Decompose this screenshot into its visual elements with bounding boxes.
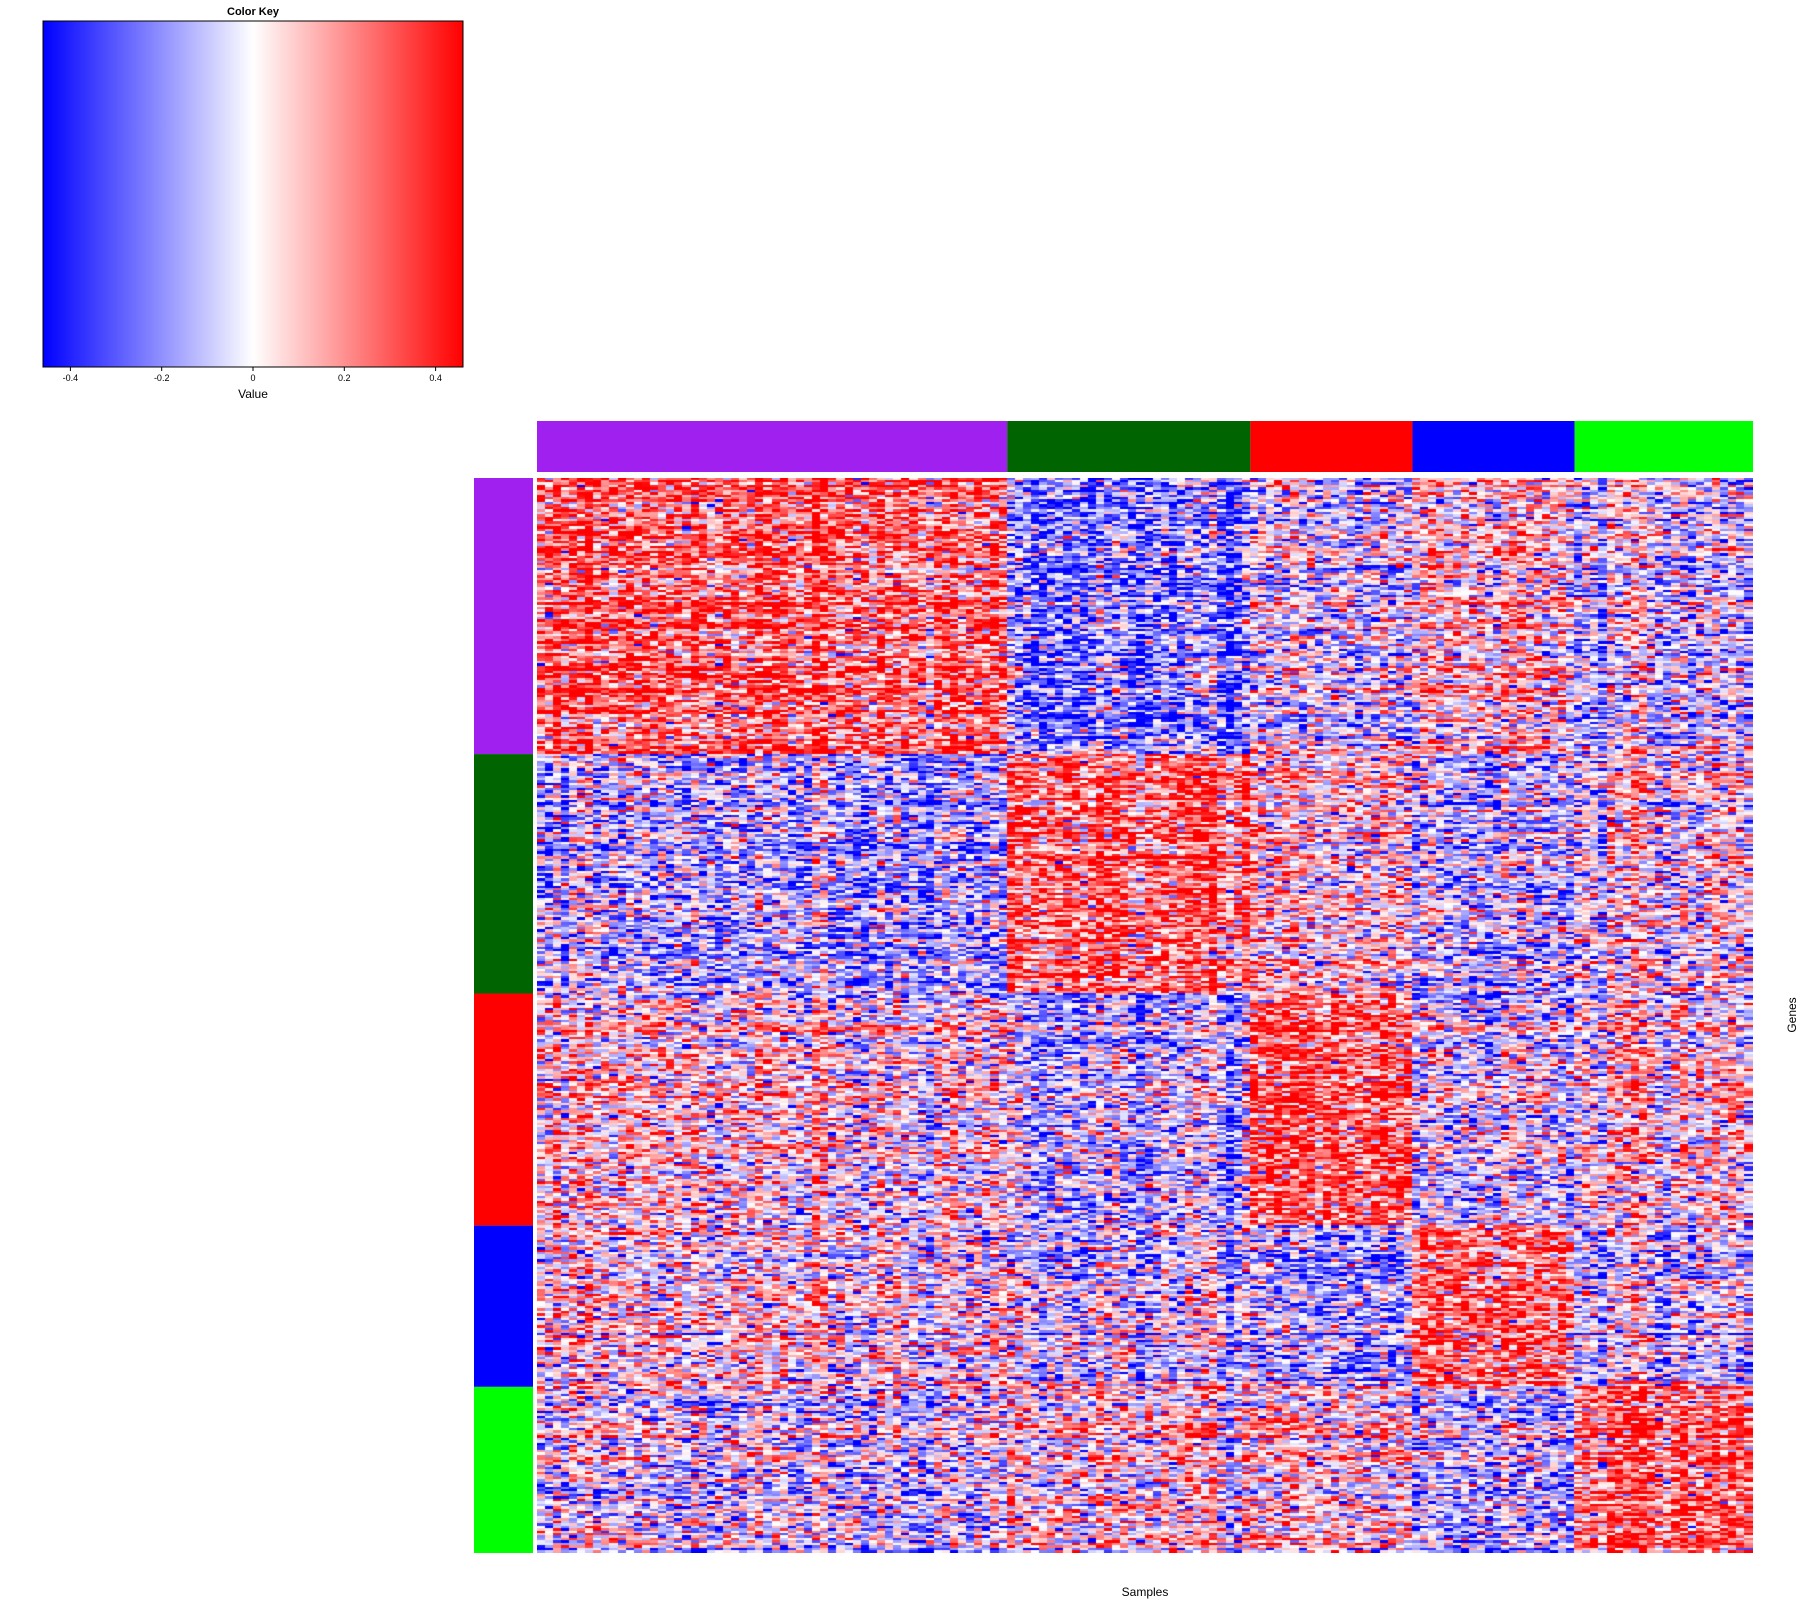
color-key-tick-label: -0.2: [154, 373, 170, 383]
gene-group-5: [474, 1386, 533, 1553]
sample-group-bar: [537, 421, 1753, 472]
sample-group-5: [1574, 421, 1753, 472]
sample-group-2: [1007, 421, 1251, 472]
sample-group-1: [537, 421, 1008, 472]
gene-group-bar: [474, 478, 533, 1553]
sample-group-3: [1250, 421, 1413, 472]
color-key-tick-label: -0.4: [63, 373, 79, 383]
gene-group-4: [474, 1225, 533, 1387]
y-axis-label: Genes: [1785, 997, 1799, 1032]
color-key-gradient: [42, 20, 464, 368]
color-key-value-label: Value: [238, 387, 268, 401]
sample-group-4: [1412, 421, 1575, 472]
color-key-ticks: -0.4 -0.2 0 0.2 0.4: [63, 367, 442, 383]
color-key: Color Key -0.4 -0.2 0 0.2 0.4 Value: [42, 6, 464, 401]
heatmap-grid: [537, 478, 1753, 1553]
color-key-tick-label: 0.4: [429, 373, 442, 383]
color-key-tick-label: 0.2: [338, 373, 351, 383]
gene-group-2: [474, 754, 533, 994]
color-key-title: Color Key: [227, 6, 280, 18]
color-key-tick-label: 0: [250, 373, 255, 383]
gene-group-3: [474, 993, 533, 1226]
gene-group-1: [474, 478, 533, 755]
x-axis-label: Samples: [1122, 1585, 1169, 1599]
